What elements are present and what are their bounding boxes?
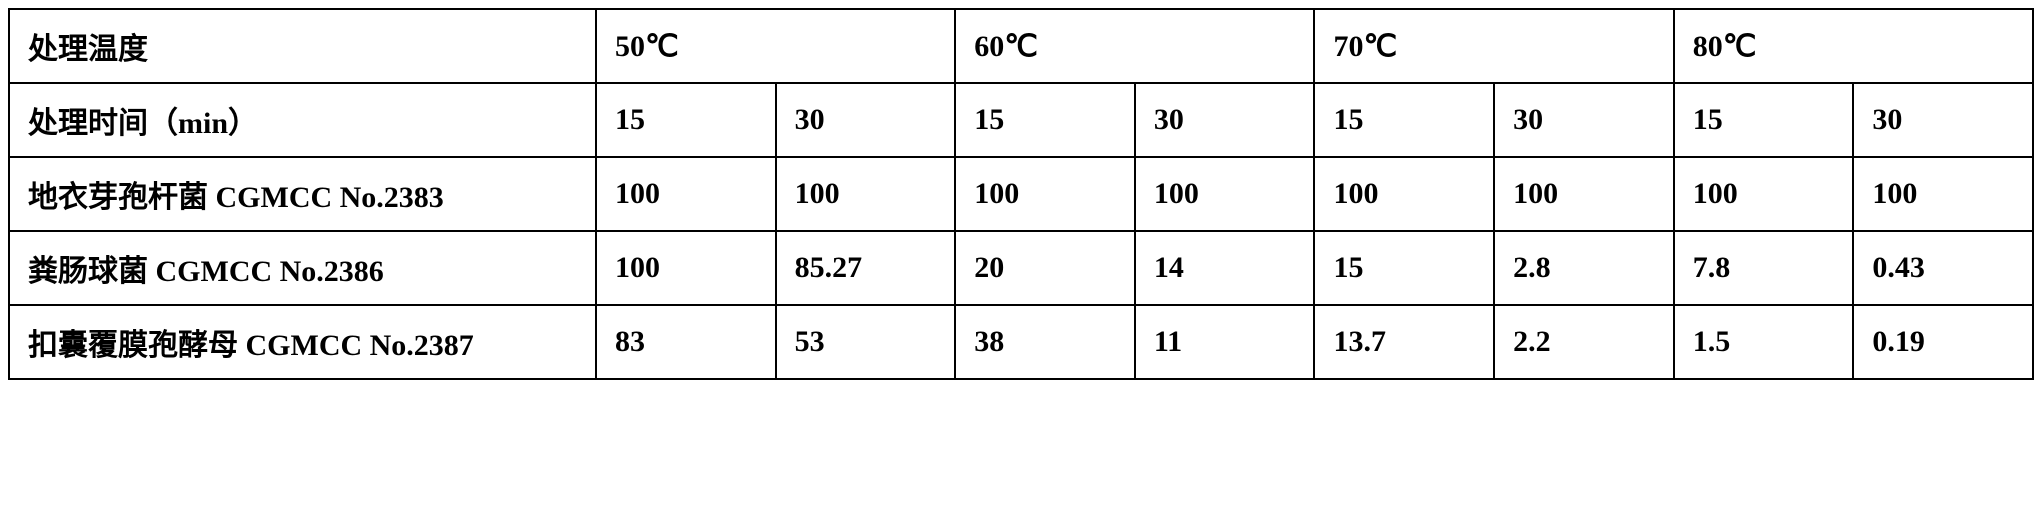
data-cell: 100 <box>1314 157 1494 231</box>
data-cell: 100 <box>1674 157 1854 231</box>
time-cell: 15 <box>1314 83 1494 157</box>
data-cell: 83 <box>596 305 776 379</box>
time-row: 处理时间（min） 15 30 15 30 15 30 15 30 <box>9 83 2033 157</box>
data-cell: 100 <box>776 157 956 231</box>
data-cell: 0.43 <box>1853 231 2033 305</box>
time-cell: 30 <box>1853 83 2033 157</box>
data-cell: 100 <box>596 157 776 231</box>
time-cell: 15 <box>596 83 776 157</box>
data-cell: 20 <box>955 231 1135 305</box>
table-row: 地衣芽孢杆菌 CGMCC No.2383 100 100 100 100 100… <box>9 157 2033 231</box>
table-row: 粪肠球菌 CGMCC No.2386 100 85.27 20 14 15 2.… <box>9 231 2033 305</box>
temp-group-2: 70℃ <box>1314 9 1673 83</box>
data-cell: 53 <box>776 305 956 379</box>
row-label-header: 处理温度 <box>9 9 596 83</box>
row-label: 地衣芽孢杆菌 CGMCC No.2383 <box>9 157 596 231</box>
row-label: 粪肠球菌 CGMCC No.2386 <box>9 231 596 305</box>
data-cell: 100 <box>1135 157 1315 231</box>
temp-group-1: 60℃ <box>955 9 1314 83</box>
data-cell: 1.5 <box>1674 305 1854 379</box>
data-cell: 15 <box>1314 231 1494 305</box>
temp-group-0: 50℃ <box>596 9 955 83</box>
data-table: 处理温度 50℃ 60℃ 70℃ 80℃ 处理时间（min） 15 30 15 … <box>8 8 2034 380</box>
temp-group-3: 80℃ <box>1674 9 2033 83</box>
table-row: 扣囊覆膜孢酵母 CGMCC No.2387 83 53 38 11 13.7 2… <box>9 305 2033 379</box>
data-cell: 13.7 <box>1314 305 1494 379</box>
data-cell: 85.27 <box>776 231 956 305</box>
data-cell: 11 <box>1135 305 1315 379</box>
data-cell: 38 <box>955 305 1135 379</box>
data-cell: 2.2 <box>1494 305 1674 379</box>
time-cell: 30 <box>1494 83 1674 157</box>
header-row: 处理温度 50℃ 60℃ 70℃ 80℃ <box>9 9 2033 83</box>
data-cell: 100 <box>596 231 776 305</box>
data-cell: 7.8 <box>1674 231 1854 305</box>
data-cell: 100 <box>955 157 1135 231</box>
data-cell: 14 <box>1135 231 1315 305</box>
time-cell: 30 <box>1135 83 1315 157</box>
data-cell: 2.8 <box>1494 231 1674 305</box>
data-cell: 0.19 <box>1853 305 2033 379</box>
time-cell: 15 <box>955 83 1135 157</box>
time-row-label: 处理时间（min） <box>9 83 596 157</box>
time-cell: 15 <box>1674 83 1854 157</box>
data-cell: 100 <box>1853 157 2033 231</box>
time-cell: 30 <box>776 83 956 157</box>
data-cell: 100 <box>1494 157 1674 231</box>
row-label: 扣囊覆膜孢酵母 CGMCC No.2387 <box>9 305 596 379</box>
